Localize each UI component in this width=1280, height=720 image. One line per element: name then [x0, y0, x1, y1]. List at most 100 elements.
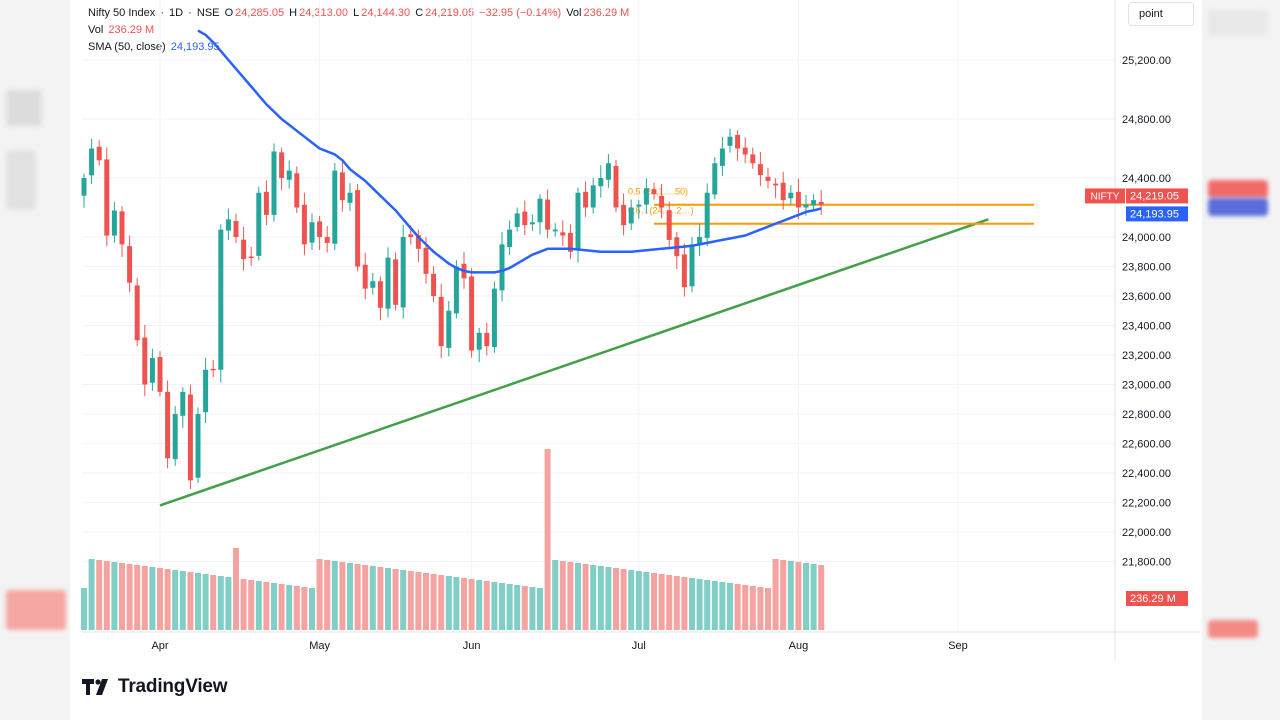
last-price-label-bg [1126, 188, 1188, 204]
volume-bar [453, 577, 460, 630]
volume-bar [582, 564, 589, 630]
candle-body [719, 148, 725, 166]
time-axis: Apr May Jun Jul Aug Sep [82, 631, 1200, 652]
volume-bar [392, 569, 399, 630]
symbol-tag: NIFTY [1091, 191, 1120, 202]
legend-volume-row[interactable]: Vol 236.29 M [88, 22, 631, 39]
candle-body [225, 219, 231, 231]
volume-bar [233, 548, 239, 630]
volume-bar [438, 575, 445, 630]
candle-body [438, 296, 444, 347]
volume-bar [324, 560, 331, 630]
volume-bar [286, 585, 293, 630]
volume-bar [628, 570, 635, 630]
candle-body [643, 188, 649, 205]
sma-indicator-label: SMA (50, close) [88, 41, 166, 53]
y-tick-label: 23,600.00 [1122, 291, 1171, 303]
volume-bar [567, 562, 574, 630]
candle-body [446, 310, 452, 348]
candle-body [393, 259, 399, 305]
candle-body [127, 246, 133, 283]
legend-high-label: H [289, 7, 298, 19]
tradingview-logo-icon [82, 679, 108, 695]
candle-body [491, 288, 497, 348]
volume-bar [613, 568, 619, 630]
candle-body [339, 172, 345, 201]
candle-body [362, 264, 368, 289]
volume-bar [217, 576, 224, 630]
volume-bar [369, 566, 376, 630]
volume-bar [491, 582, 498, 630]
candle-body [180, 391, 186, 416]
volume-bars [81, 449, 825, 630]
volume-bar [255, 581, 262, 630]
volume-bar [666, 575, 673, 630]
volume-bar [597, 566, 604, 630]
volume-bar [544, 449, 551, 630]
candle-body [537, 198, 543, 223]
volume-bar [704, 580, 711, 630]
volume-bar [658, 574, 665, 630]
volume-bar [149, 567, 156, 630]
tradingview-logo[interactable]: TradingView [82, 676, 228, 698]
candle-body [795, 191, 801, 208]
volume-bar [141, 566, 148, 630]
candle-body [704, 192, 710, 238]
point-button[interactable]: point [1128, 2, 1194, 26]
volume-bar [423, 573, 429, 630]
volume-bar [696, 579, 703, 630]
volume-bar [529, 587, 536, 630]
candle-body [453, 266, 459, 314]
x-tick-label: Sep [948, 640, 968, 652]
legend-low-label: L [353, 7, 360, 19]
legend-close-label: C [415, 7, 424, 19]
volume-bar [506, 584, 513, 630]
volume-bar [772, 559, 779, 630]
candle-body [811, 200, 817, 206]
candle-body [697, 237, 703, 245]
candle-body [552, 229, 558, 232]
volume-bar [134, 565, 141, 630]
volume-bar [240, 579, 247, 630]
volume-bar [559, 561, 566, 630]
candle-body [149, 357, 155, 383]
volume-bar [635, 571, 642, 630]
candle-body [317, 221, 323, 237]
volume-bar [719, 582, 726, 630]
candle-body [263, 191, 269, 215]
volume-bar [248, 580, 255, 630]
candle-body [111, 210, 117, 236]
legend-open: 24,285.05 [235, 7, 285, 19]
candle-body [241, 239, 247, 260]
symbol-tag-bg [1085, 188, 1125, 204]
price-chart[interactable]: 0.5 (24,1….50) 0.6…(24,….2…) 25,200.00 24,… [70, 0, 1210, 670]
legend-vol-label: Vol [566, 7, 582, 19]
candle-body [499, 244, 505, 291]
price-axis: 25,200.00 24,800.00 24,400.00 24,000.00 23,8… [1114, 0, 1171, 660]
candle-body [256, 192, 262, 256]
sma-line [197, 29, 822, 274]
fib-level-label: 0.5 (24,1….50) [628, 187, 688, 197]
volume-bar [552, 560, 559, 630]
y-tick-label: 24,800.00 [1122, 114, 1171, 126]
legend-exchange: NSE [196, 7, 220, 19]
legend-sma-row[interactable]: SMA (50, close) 24,193.95 [88, 39, 631, 56]
volume-bar [727, 583, 733, 630]
volume-bar [689, 578, 695, 630]
candle-body [567, 232, 573, 252]
legend-ohlc-row[interactable]: Nifty 50 Index · 1D · NSE O 24,285.05 H 24… [88, 7, 630, 19]
candle-body [218, 229, 224, 370]
chart-grid [82, 0, 1115, 632]
volume-bar [468, 579, 475, 630]
candle-body [636, 204, 642, 207]
volume-bar [681, 577, 688, 630]
candle-body [666, 210, 672, 240]
volume-bar [172, 570, 179, 630]
candle-body [590, 185, 596, 208]
volume-bar [400, 570, 407, 630]
volume-bar [445, 576, 452, 630]
candle-body [142, 337, 148, 385]
volume-bar [157, 568, 163, 630]
candle-body [735, 134, 741, 149]
volume-bar [225, 577, 232, 630]
